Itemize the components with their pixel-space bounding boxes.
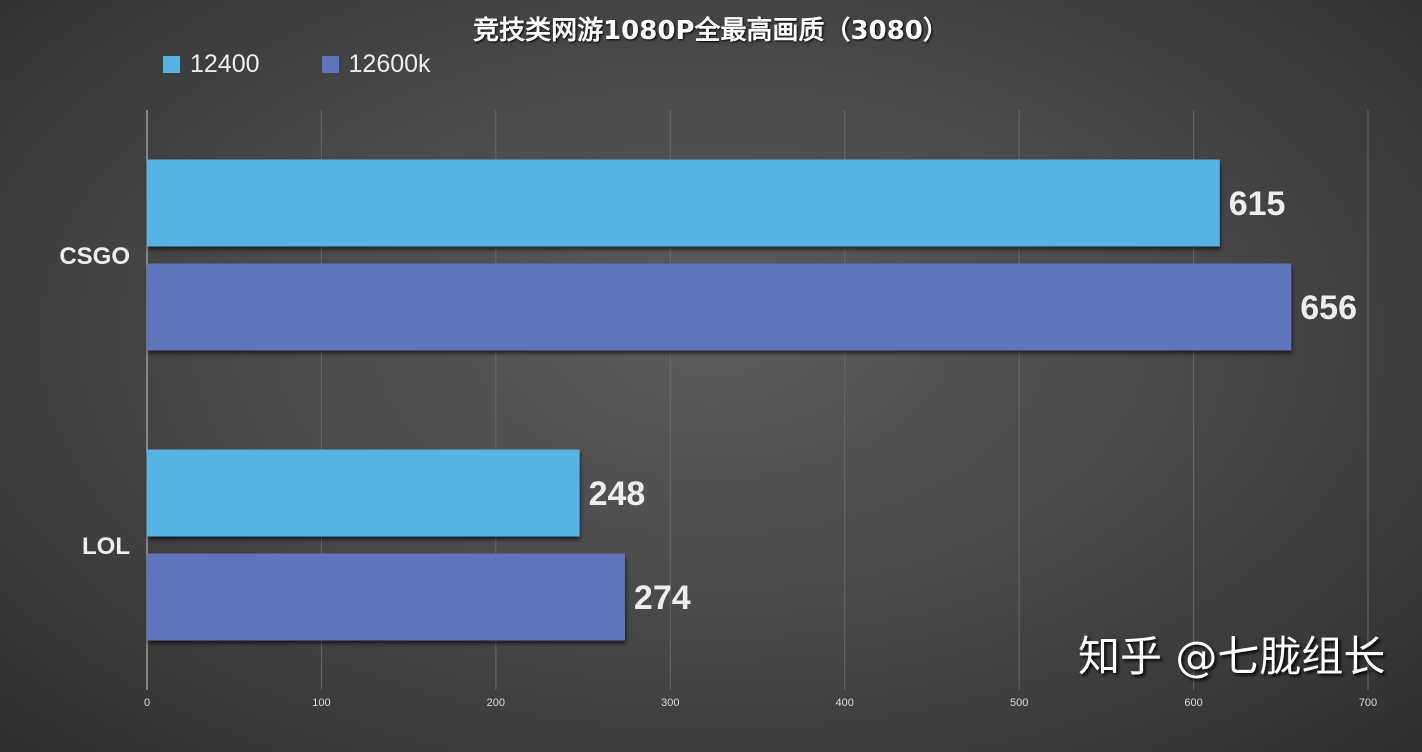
category-label: LOL (82, 533, 130, 560)
x-tick-label: 400 (836, 697, 854, 709)
data-label: 274 (634, 579, 691, 617)
data-label: 615 (1229, 185, 1286, 223)
legend-swatch (163, 56, 180, 73)
bar-12600k-CSGO (147, 263, 1292, 351)
x-tick-label: 500 (1010, 697, 1028, 709)
category-label: CSGO (59, 243, 130, 270)
legend: 12400 12600k (163, 50, 431, 79)
bar-12400-LOL (147, 449, 580, 537)
legend-label: 12600k (348, 50, 431, 78)
legend-item-12600k: 12600k (321, 50, 431, 79)
x-tick-label: 100 (312, 697, 330, 709)
legend-swatch (321, 56, 339, 73)
watermark: 知乎 @七胧组长 (1078, 632, 1386, 681)
bar-12400-CSGO (147, 159, 1220, 247)
x-tick-label: 200 (487, 697, 505, 709)
legend-item-12400: 12400 (163, 50, 260, 79)
data-label: 248 (589, 475, 646, 513)
bar-12600k-LOL (147, 553, 625, 641)
x-tick-label: 300 (661, 697, 679, 709)
x-tick-label: 600 (1184, 697, 1202, 709)
data-label: 656 (1300, 289, 1357, 327)
x-tick-label: 700 (1359, 697, 1377, 709)
chart-title: 竞技类网游1080P全最高画质（3080） (473, 16, 949, 46)
legend-label: 12400 (190, 50, 260, 78)
x-tick-label: 0 (144, 697, 150, 709)
